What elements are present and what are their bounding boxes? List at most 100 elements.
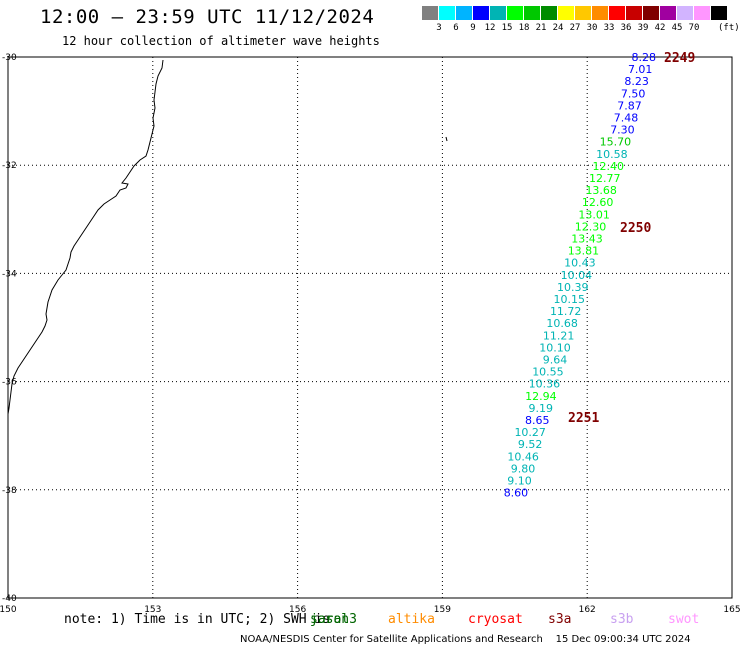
legend-label: 21 <box>535 23 547 33</box>
grid-lines <box>8 57 732 598</box>
wave-height-label: 9.64 <box>543 354 568 367</box>
legend-label: 12 <box>484 23 496 33</box>
legend-swatch <box>711 6 727 20</box>
axis-ticks: 150 153 156 159 162 165 -30 -32 -34 -36 -38 -40 <box>0 53 740 615</box>
legend-swatch <box>694 6 710 20</box>
wave-height-label: 7.01 <box>628 63 653 76</box>
wave-height-label: 10.55 <box>532 366 564 379</box>
track-values: 8.287.018.237.507.877.487.3015.7010.5812… <box>504 51 696 500</box>
wave-height-label: 8.28 <box>632 51 657 64</box>
legend-swatch <box>609 6 625 20</box>
wave-height-label: 10.46 <box>507 450 539 463</box>
legend-swatch <box>558 6 574 20</box>
wave-height-label: 10.43 <box>564 257 596 270</box>
legend-swatch <box>643 6 659 20</box>
wave-height-label: 9.19 <box>529 402 554 415</box>
coastline-islet <box>445 136 448 142</box>
legend-swatch <box>575 6 591 20</box>
legend-label: 42 <box>654 23 666 33</box>
legend-swatch <box>660 6 676 20</box>
legend-swatch <box>524 6 540 20</box>
legend-swatch <box>626 6 642 20</box>
wave-height-label: 12.30 <box>575 220 607 233</box>
wave-height-label: 12.94 <box>525 390 557 403</box>
wave-height-label: 7.50 <box>621 87 646 100</box>
y-tick-label: -34 <box>2 269 17 279</box>
legend-swatch <box>490 6 506 20</box>
y-tick-label: -40 <box>2 594 17 604</box>
wave-height-label: 13.81 <box>568 245 600 258</box>
wave-height-label: 12.77 <box>589 172 621 185</box>
wave-height-label: 12.60 <box>582 196 614 209</box>
wave-height-label: 10.27 <box>514 426 546 439</box>
wave-height-label: 10.10 <box>539 341 571 354</box>
credit-line: NOAA/NESDIS Center for Satellite Applica… <box>240 634 691 645</box>
x-tick-label: 156 <box>289 605 306 615</box>
wave-height-label: 13.01 <box>578 208 610 221</box>
wave-height-label: 10.39 <box>557 281 589 294</box>
satellite-jason3: jason3 <box>310 612 357 627</box>
wave-height-label: 13.68 <box>585 184 617 197</box>
wave-height-label: 7.87 <box>617 99 642 112</box>
wave-height-label: 8.65 <box>525 414 550 427</box>
time-marker-label: 2250 <box>620 221 651 236</box>
legend-label: 15 <box>501 23 513 33</box>
satellite-cryosat: cryosat <box>468 612 523 627</box>
satellite-s3b: s3b <box>610 612 634 627</box>
legend-label: 9 <box>470 23 476 33</box>
legend-label: 3 <box>436 23 442 33</box>
satellite-swot: swot <box>668 612 700 627</box>
legend-unit: (ft) <box>718 23 740 33</box>
x-tick-label: 159 <box>434 605 451 615</box>
wave-height-label: 7.48 <box>614 112 639 125</box>
time-marker-label: 2249 <box>664 51 695 66</box>
legend-swatch <box>422 6 438 20</box>
wave-height-label: 11.72 <box>550 305 582 318</box>
x-tick-label: 165 <box>723 605 740 615</box>
wave-height-label: 10.36 <box>529 378 561 391</box>
legend-label: 18 <box>518 23 530 33</box>
satellite-saral: saral <box>310 612 350 627</box>
y-tick-label: -30 <box>2 53 17 63</box>
map-title: 12:00 — 23:59 UTC 11/12/2024 <box>40 6 375 28</box>
credit-org: NOAA/NESDIS Center for Satellite Applica… <box>240 634 543 645</box>
wave-height-label: 9.80 <box>511 462 536 475</box>
wave-height-label: 8.60 <box>504 487 529 500</box>
wave-height-label: 10.04 <box>561 269 593 282</box>
wave-height-label: 12.40 <box>593 160 625 173</box>
wave-height-label: 7.30 <box>610 124 635 137</box>
legend-label: 33 <box>603 23 615 33</box>
legend-label: 30 <box>586 23 598 33</box>
y-tick-label: -38 <box>2 486 17 496</box>
legend-label: 6 <box>453 23 459 33</box>
time-marker-label: 2251 <box>568 411 599 426</box>
satellite-s3a: s3a <box>548 612 572 627</box>
legend-swatch <box>677 6 693 20</box>
satellite-altika: altika <box>388 612 435 627</box>
wave-height-label: 10.68 <box>546 317 578 330</box>
wave-height-label: 9.52 <box>518 438 543 451</box>
credit-timestamp: 15 Dec 09:00:34 UTC 2024 <box>555 634 691 645</box>
y-tick-label: -36 <box>2 378 17 388</box>
footer-note: note: 1) Time is in UTC; 2) SWH is <box>64 612 330 627</box>
map-frame <box>7 56 733 599</box>
legend-swatch <box>507 6 523 20</box>
legend-swatch <box>541 6 557 20</box>
legend-label: 70 <box>688 23 700 33</box>
x-tick-label: 153 <box>144 605 161 615</box>
legend-label: 36 <box>620 23 632 33</box>
legend-swatch <box>473 6 489 20</box>
legend-swatch <box>439 6 455 20</box>
wave-height-label: 13.43 <box>571 233 603 246</box>
wave-height-label: 9.10 <box>507 475 532 488</box>
legend-label: 27 <box>569 23 581 33</box>
legend-label: 39 <box>637 23 649 33</box>
legend-swatch <box>592 6 608 20</box>
y-tick-label: -32 <box>2 161 17 171</box>
wave-height-label: 11.21 <box>543 329 575 342</box>
wave-height-label: 10.15 <box>554 293 586 306</box>
map-subtitle: 12 hour collection of altimeter wave hei… <box>62 34 380 48</box>
coastline <box>7 59 164 415</box>
wave-height-label: 10.58 <box>596 148 628 161</box>
